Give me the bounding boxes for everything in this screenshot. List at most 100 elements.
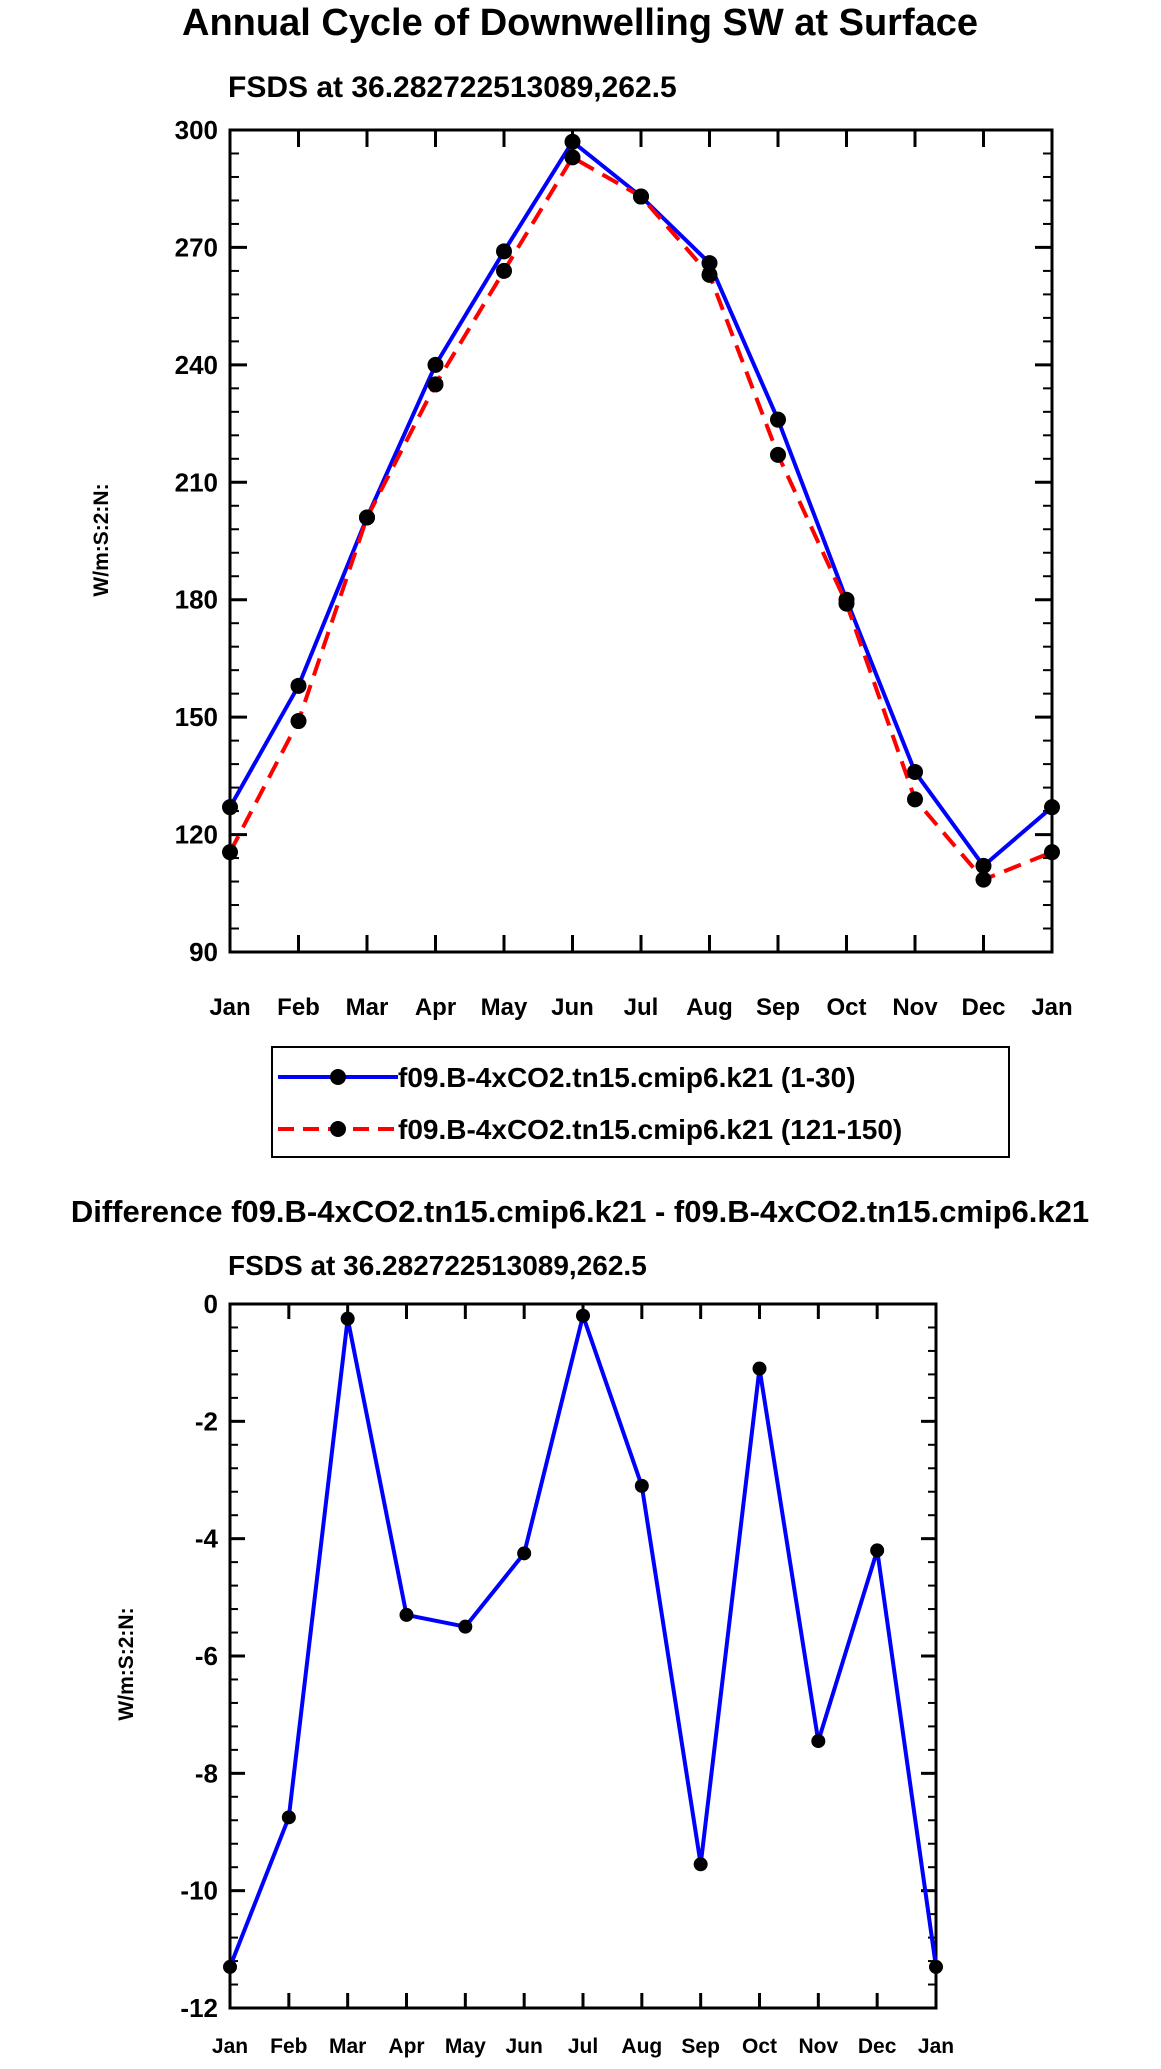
y-tick-label: -2 bbox=[195, 1406, 218, 1436]
y-tick-label: 210 bbox=[175, 467, 218, 497]
series-1-point bbox=[281, 1810, 296, 1825]
chart2-subtitle: FSDS at 36.282722513089,262.5 bbox=[228, 1250, 647, 1281]
series-line-2 bbox=[228, 155, 1053, 882]
y-tick-label: 270 bbox=[175, 232, 218, 262]
series-2-point bbox=[1044, 844, 1060, 861]
series-1-point bbox=[811, 1734, 826, 1749]
series-1-point bbox=[496, 243, 512, 260]
x-tick-label: May bbox=[445, 2035, 486, 2058]
x-tick-label: Dec bbox=[961, 994, 1005, 1021]
chart2-x-tick-labels: Jan Feb Mar Apr May Jun Jul Aug Sep Oct Nov Dec Jan bbox=[212, 2035, 954, 2058]
x-tick-label: Aug bbox=[621, 2035, 662, 2058]
x-tick-label: Feb bbox=[277, 994, 320, 1021]
series-2-point bbox=[838, 595, 855, 612]
chart1-ticks bbox=[228, 128, 1054, 954]
y-tick-label: -4 bbox=[195, 1524, 219, 1554]
series-line-1 bbox=[228, 1313, 938, 1968]
x-tick-label: Sep bbox=[681, 2035, 720, 2058]
series-2-point bbox=[496, 262, 512, 279]
series-1-point bbox=[870, 1543, 885, 1558]
series-2-point bbox=[290, 713, 307, 730]
chart1-title: Annual Cycle of Downwelling SW at Surfac… bbox=[182, 2, 978, 44]
x-tick-label: Jan bbox=[212, 2035, 248, 2058]
series-2-point bbox=[701, 266, 718, 283]
y-tick-label: 180 bbox=[175, 585, 218, 615]
x-tick-label: Jul bbox=[624, 994, 659, 1021]
x-tick-label: Nov bbox=[892, 994, 938, 1021]
x-tick-label: Aug bbox=[686, 994, 733, 1021]
x-tick-label: Jan bbox=[1031, 994, 1072, 1021]
y-tick-label: 0 bbox=[204, 1289, 218, 1319]
annual-cycle-chart: Annual Cycle of Downwelling SW at Surfac… bbox=[90, 2, 1073, 1158]
chart2-title: Difference f09.B-4xCO2.tn15.cmip6.k21 - … bbox=[71, 1194, 1089, 1229]
series-1-point bbox=[564, 133, 581, 150]
series-1-point bbox=[770, 411, 786, 428]
x-tick-label: Jun bbox=[551, 994, 594, 1021]
x-tick-label: Sep bbox=[756, 994, 800, 1021]
x-tick-label: Oct bbox=[826, 994, 866, 1021]
series-1-point bbox=[975, 857, 992, 874]
series-1-point bbox=[929, 1959, 943, 1974]
x-tick-label: May bbox=[481, 994, 528, 1021]
series-line-1 bbox=[228, 139, 1054, 868]
series-1-point bbox=[517, 1546, 532, 1561]
x-tick-label: Jun bbox=[505, 2035, 542, 2058]
x-tick-label: Jan bbox=[918, 2035, 954, 2058]
chart2-series bbox=[223, 1308, 943, 1974]
chart1-legend: f09.B-4xCO2.tn15.cmip6.k21 (1-30) f09.B-… bbox=[271, 1046, 1010, 1158]
x-tick-label: Apr bbox=[388, 2035, 424, 2058]
difference-chart: Difference f09.B-4xCO2.tn15.cmip6.k21 - … bbox=[71, 1194, 1089, 2058]
legend-box bbox=[271, 1046, 1010, 1158]
series-1-point bbox=[752, 1361, 767, 1376]
series-2-point bbox=[633, 188, 649, 205]
series-1-point bbox=[907, 763, 923, 780]
series-1-point bbox=[634, 1478, 649, 1493]
chart2-y-axis-label: W/m:S:2:N: bbox=[115, 1607, 138, 1720]
series-1-point bbox=[1044, 799, 1060, 816]
series-2-point bbox=[907, 791, 923, 808]
chart1-y-tick-labels: 90 120 150 180 210 240 270 300 bbox=[175, 115, 218, 967]
legend-label-series-2: f09.B-4xCO2.tn15.cmip6.k21 (121-150) bbox=[398, 1114, 902, 1145]
x-tick-label: Mar bbox=[329, 2035, 366, 2058]
series-1-point bbox=[576, 1308, 590, 1323]
legend-marker-series-1 bbox=[330, 1069, 346, 1085]
series-2-point bbox=[975, 871, 992, 888]
series-2-point bbox=[427, 376, 444, 393]
series-2-point bbox=[359, 509, 375, 526]
chart2-y-tick-labels: 0 -2 -4 -6 -8 -10 -12 bbox=[180, 1289, 218, 2023]
y-tick-label: -12 bbox=[180, 1993, 218, 2023]
x-tick-label: Jul bbox=[568, 2035, 598, 2058]
series-1-point bbox=[458, 1619, 473, 1634]
y-tick-label: -8 bbox=[195, 1758, 218, 1788]
series-2-point bbox=[770, 446, 786, 463]
legend-label-series-1: f09.B-4xCO2.tn15.cmip6.k21 (1-30) bbox=[398, 1062, 856, 1093]
chart1-x-tick-labels: Jan Feb Mar Apr May Jun Jul Aug Sep Oct Nov Dec Jan bbox=[209, 994, 1072, 1021]
x-tick-label: Apr bbox=[415, 994, 456, 1021]
series-1-point bbox=[223, 1959, 237, 1974]
series-2-point bbox=[222, 844, 238, 861]
series-2-point bbox=[564, 149, 581, 166]
x-tick-label: Oct bbox=[742, 2035, 777, 2058]
x-tick-label: Feb bbox=[270, 2035, 307, 2058]
series-1-point bbox=[290, 677, 307, 694]
series-1-point bbox=[701, 255, 718, 272]
series-1-point bbox=[427, 356, 444, 373]
series-1-point bbox=[399, 1607, 414, 1622]
y-tick-label: 120 bbox=[175, 820, 218, 850]
chart1-series bbox=[222, 133, 1060, 888]
x-tick-label: Nov bbox=[798, 2035, 838, 2058]
x-tick-label: Jan bbox=[209, 994, 250, 1021]
series-1-point bbox=[340, 1311, 355, 1326]
y-tick-label: -10 bbox=[180, 1876, 218, 1906]
chart1-subtitle: FSDS at 36.282722513089,262.5 bbox=[228, 71, 677, 104]
y-tick-label: 240 bbox=[175, 350, 218, 380]
legend-marker-series-2 bbox=[330, 1121, 346, 1137]
chart1-y-axis-label: W/m:S:2:N: bbox=[90, 483, 113, 596]
y-tick-label: -6 bbox=[195, 1641, 218, 1671]
chart2-ticks bbox=[228, 1302, 938, 2010]
y-tick-label: 90 bbox=[189, 937, 218, 967]
x-tick-label: Mar bbox=[346, 994, 389, 1021]
chart1-plot-frame bbox=[228, 128, 1054, 954]
series-1-point bbox=[693, 1857, 708, 1872]
